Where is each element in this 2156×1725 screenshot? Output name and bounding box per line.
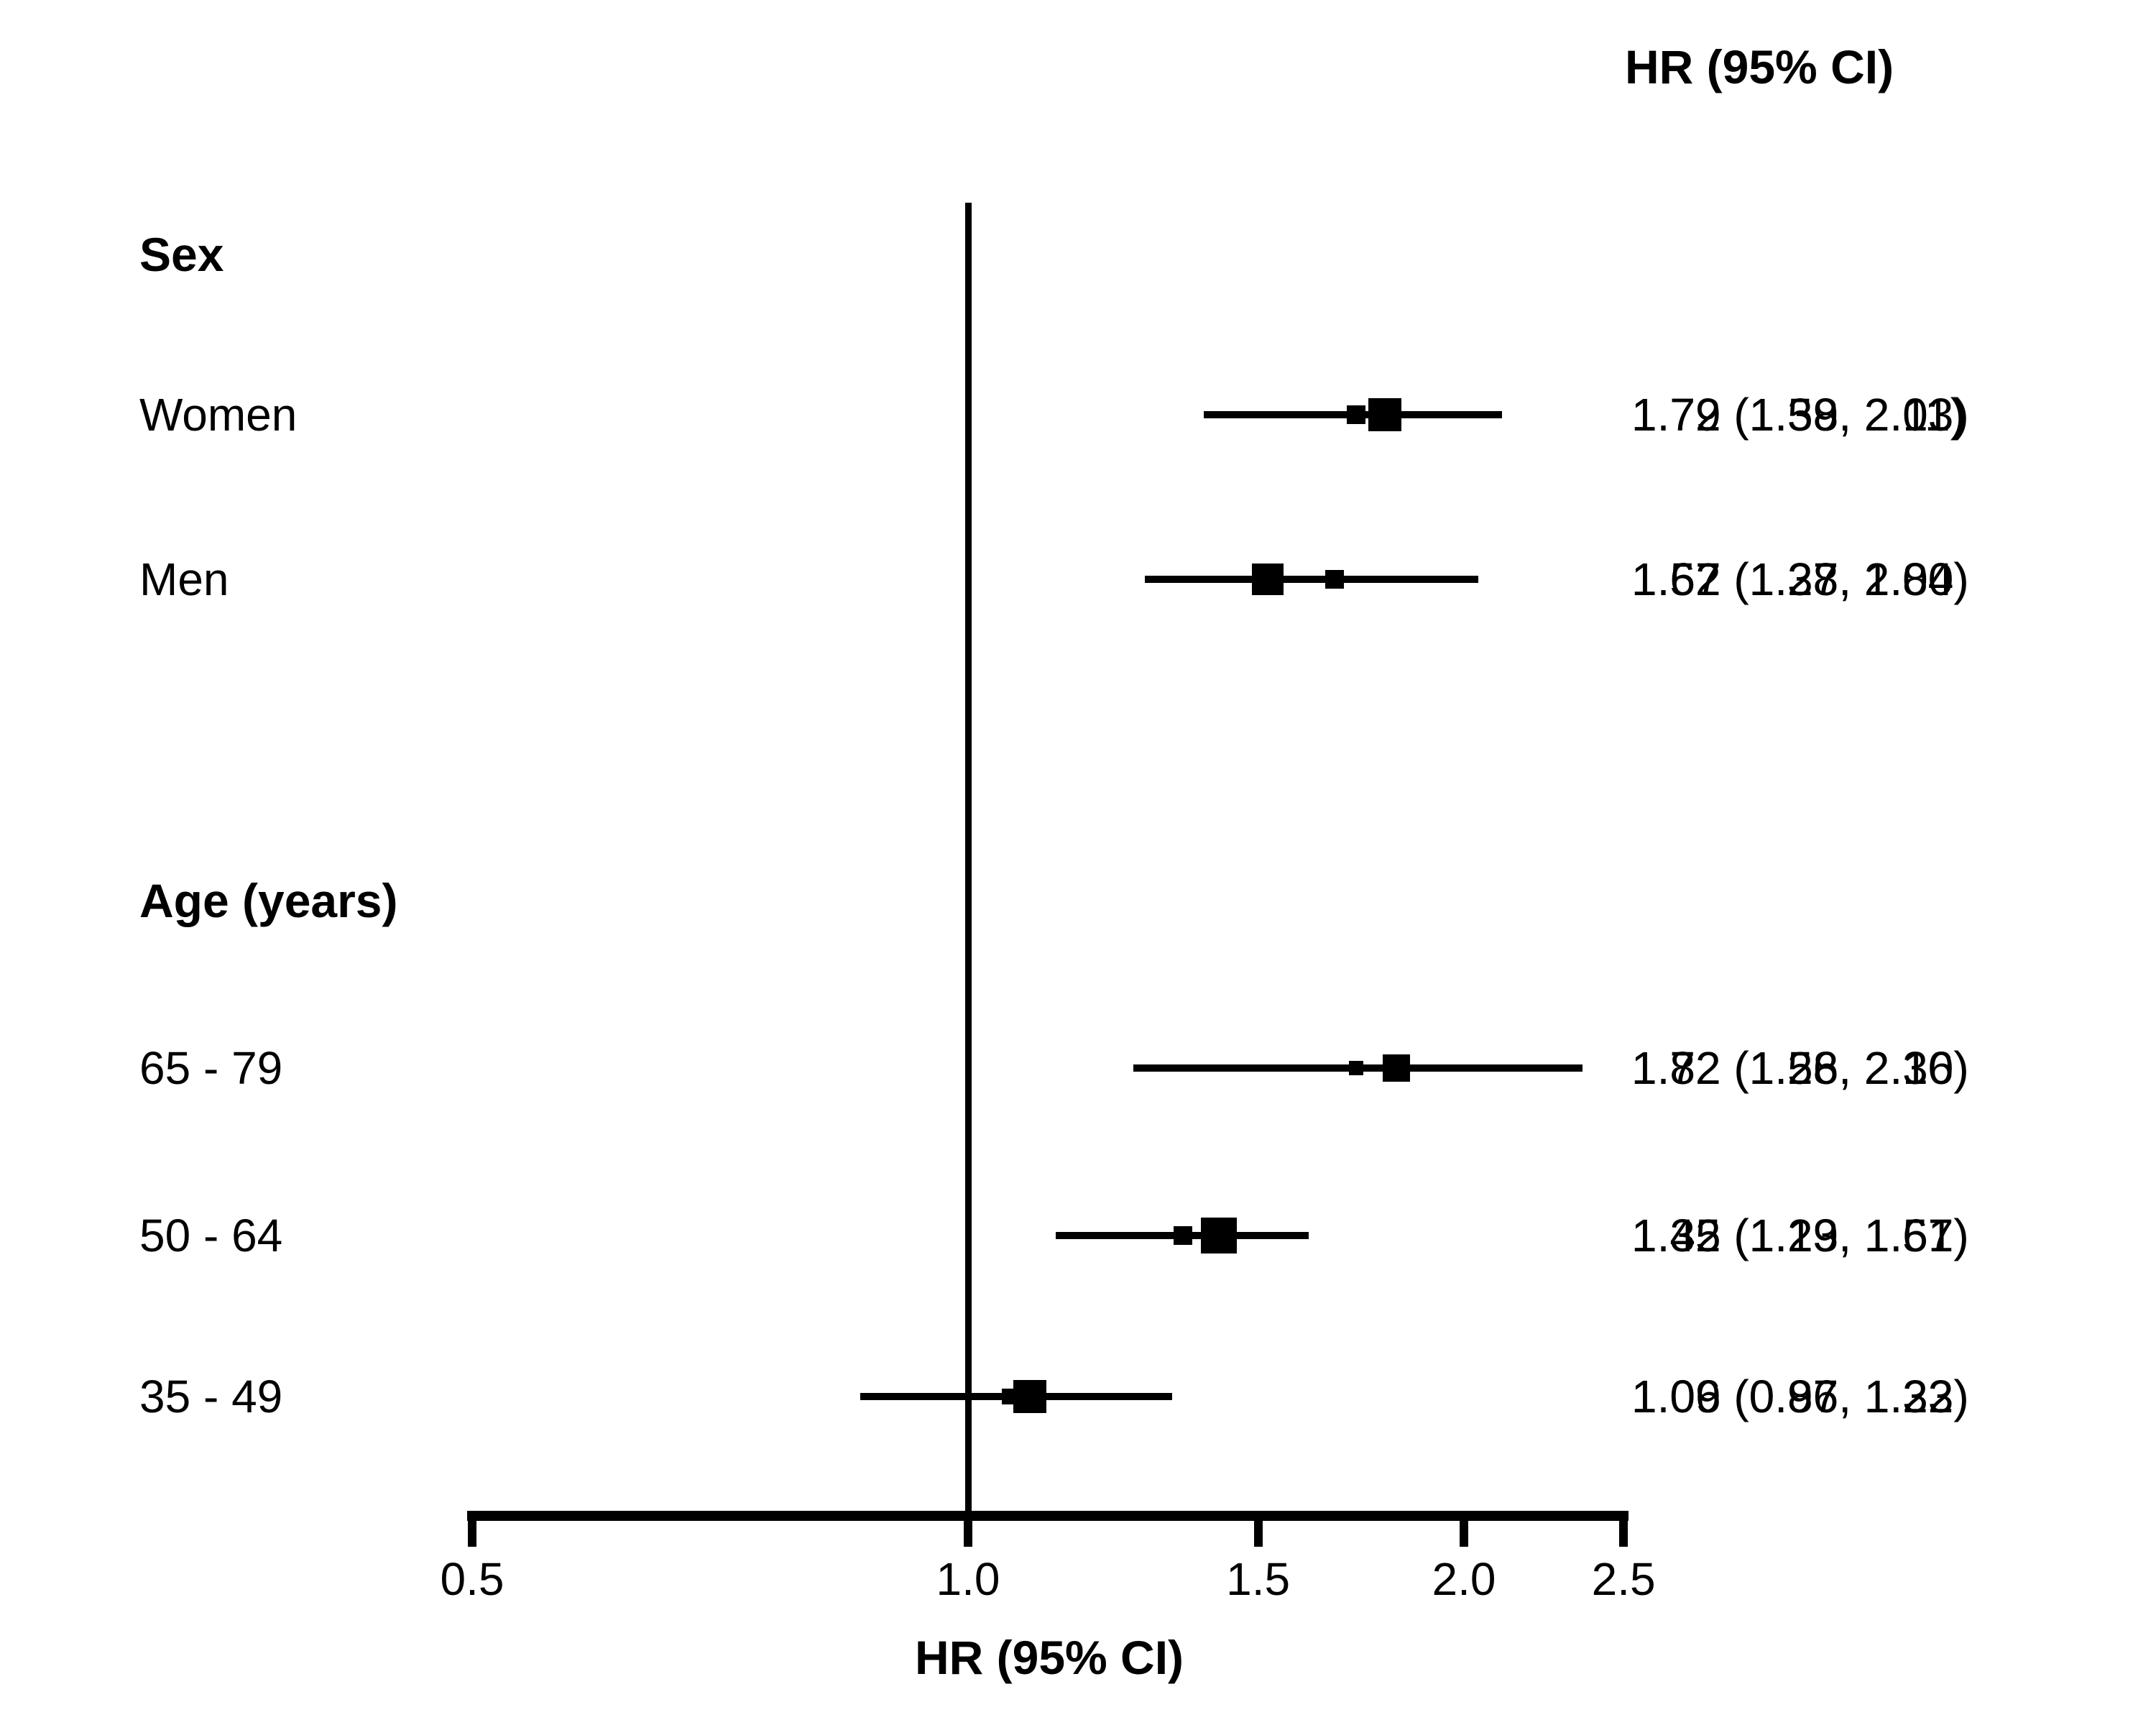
row-label: 50 - 64 bbox=[139, 1210, 283, 1261]
x-tick bbox=[468, 1511, 477, 1547]
row-label: 35 - 49 bbox=[139, 1371, 283, 1422]
point-estimate-box bbox=[1002, 1389, 1018, 1404]
point-estimate-box bbox=[1346, 405, 1365, 424]
hr-ci-value-overlay-1: 1.72 (1.26, 2.36) bbox=[1631, 1042, 1969, 1094]
point-estimate-box bbox=[1348, 1061, 1363, 1075]
x-tick-label: 1.5 bbox=[1226, 1553, 1291, 1605]
x-tick-label: 1.0 bbox=[936, 1553, 1000, 1605]
hr-ci-value-overlay-0: 1.82 (1.58, 2.10) bbox=[1631, 1042, 1969, 1094]
hr-ci-value-overlay-0: 1.09 (0.97, 1.22) bbox=[1631, 1371, 1969, 1422]
row-label: 65 - 79 bbox=[139, 1042, 283, 1094]
x-tick bbox=[1619, 1511, 1628, 1547]
x-axis-line bbox=[467, 1511, 1628, 1521]
reference-line bbox=[965, 203, 972, 1518]
hr-ci-value-overlay-1: 1.67 (1.37, 2.04) bbox=[1631, 553, 1969, 605]
hr-ci-value-overlay-0: 1.79 (1.58, 2.03) bbox=[1631, 389, 1969, 441]
right-column-header: HR (95% CI) bbox=[1625, 40, 1894, 93]
group-label: Age (years) bbox=[139, 874, 398, 927]
x-tick-label: 2.0 bbox=[1432, 1553, 1496, 1605]
x-tick bbox=[964, 1511, 972, 1547]
x-axis-title: HR (95% CI) bbox=[914, 1631, 1184, 1684]
row-label: Men bbox=[139, 553, 229, 605]
x-tick-label: 0.5 bbox=[440, 1553, 505, 1605]
x-tick bbox=[1459, 1511, 1468, 1547]
row-label: Women bbox=[139, 389, 298, 441]
group-label: Sex bbox=[139, 228, 224, 281]
point-estimate-box bbox=[1325, 570, 1345, 589]
x-tick bbox=[1253, 1511, 1263, 1547]
hr-ci-value-overlay-1: 1.72 (1.39, 2.11) bbox=[1631, 389, 1966, 441]
hr-ci-value-overlay-1: 1.06 (0.86, 1.33) bbox=[1631, 1371, 1969, 1422]
hr-ci-value-overlay-1: 1.35 (1.13, 1.61) bbox=[1631, 1210, 1969, 1261]
x-tick-label: 2.5 bbox=[1591, 1553, 1656, 1605]
hr-ci-value-overlay-0: 1.42 (1.29, 1.57) bbox=[1631, 1210, 1969, 1261]
point-estimate-box bbox=[1173, 1226, 1192, 1245]
hr-ci-value-overlay-0: 1.52 (1.28, 1.80) bbox=[1631, 553, 1969, 605]
